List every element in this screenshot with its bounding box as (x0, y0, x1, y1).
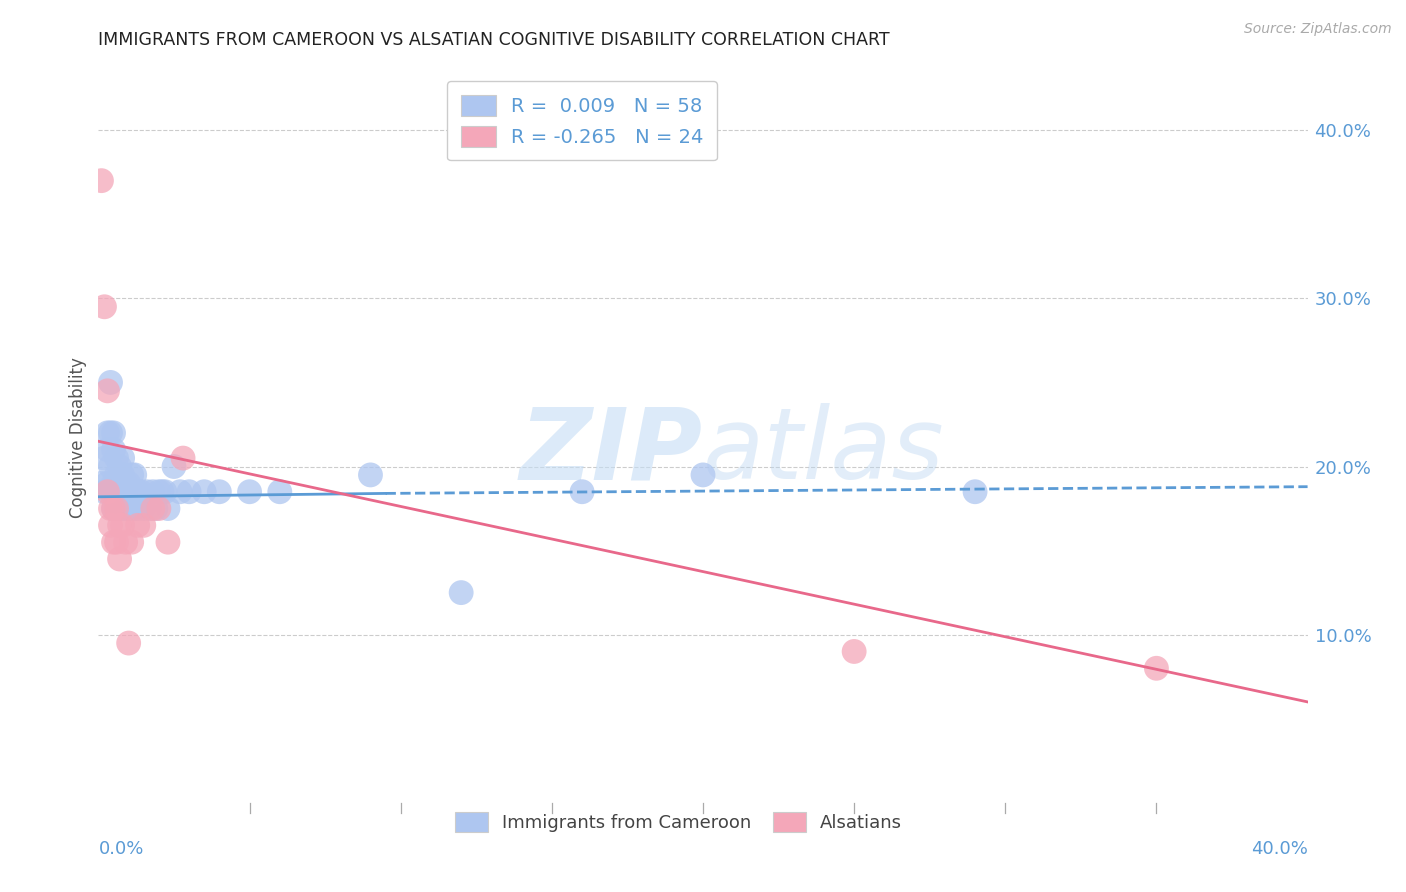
Point (148, 501, 170, 516)
Point (114, 484, 136, 499)
Point (93, 300, 115, 314)
Point (1144, 661, 1167, 675)
Point (96, 476, 118, 491)
Point (239, 484, 262, 499)
Point (103, 535, 125, 549)
Point (844, 644, 866, 658)
Point (193, 484, 215, 499)
Point (111, 467, 134, 482)
Point (108, 501, 131, 516)
Point (132, 501, 155, 516)
Point (179, 484, 201, 499)
Point (118, 501, 141, 516)
Point (121, 467, 143, 482)
Point (111, 501, 134, 516)
Point (114, 501, 136, 516)
Point (169, 484, 191, 499)
Point (103, 484, 125, 499)
Point (96, 442, 118, 457)
Point (105, 501, 128, 516)
Point (163, 459, 186, 474)
Point (96, 425, 118, 440)
Point (127, 518, 149, 533)
Text: 40.0%: 40.0% (1251, 839, 1308, 858)
Text: ZIP: ZIP (520, 403, 703, 500)
Point (93, 451, 115, 466)
Point (103, 476, 125, 491)
Point (93, 484, 115, 499)
Text: atlas: atlas (703, 403, 945, 500)
Point (108, 518, 131, 533)
Point (360, 467, 382, 482)
Point (105, 535, 128, 549)
Point (111, 518, 134, 533)
Point (103, 501, 125, 516)
Point (90, 174, 112, 188)
Point (269, 484, 291, 499)
Point (100, 425, 122, 440)
Point (150, 484, 173, 499)
Point (692, 467, 714, 482)
Point (105, 467, 128, 482)
Point (153, 484, 176, 499)
Point (118, 636, 141, 650)
Point (172, 451, 194, 466)
Y-axis label: Cognitive Disability: Cognitive Disability (69, 357, 87, 517)
Point (121, 501, 143, 516)
Point (127, 501, 149, 516)
Point (129, 484, 152, 499)
Point (145, 501, 167, 516)
Point (103, 442, 125, 457)
Point (96, 384, 118, 398)
Point (127, 484, 149, 499)
Point (148, 484, 170, 499)
Point (114, 535, 136, 549)
Text: Source: ZipAtlas.com: Source: ZipAtlas.com (1244, 22, 1392, 37)
Point (108, 552, 131, 566)
Point (142, 501, 165, 516)
Point (142, 484, 165, 499)
Point (135, 484, 157, 499)
Point (450, 585, 472, 599)
Point (156, 535, 179, 549)
Point (90, 476, 112, 491)
Point (96, 484, 118, 499)
Point (100, 459, 122, 474)
Point (124, 467, 146, 482)
Point (103, 425, 125, 440)
Point (105, 501, 128, 516)
Point (208, 484, 231, 499)
Point (100, 501, 122, 516)
Point (156, 501, 179, 516)
Point (121, 535, 143, 549)
Point (132, 518, 155, 533)
Point (139, 501, 162, 516)
Text: 0.0%: 0.0% (98, 839, 143, 858)
Legend: Immigrants from Cameroon, Alsatians: Immigrants from Cameroon, Alsatians (446, 804, 911, 841)
Point (571, 484, 593, 499)
Text: IMMIGRANTS FROM CAMEROON VS ALSATIAN COGNITIVE DISABILITY CORRELATION CHART: IMMIGRANTS FROM CAMEROON VS ALSATIAN COG… (98, 31, 890, 49)
Point (108, 459, 131, 474)
Point (103, 501, 125, 516)
Point (118, 476, 141, 491)
Point (108, 467, 131, 482)
Point (111, 451, 134, 466)
Point (100, 484, 122, 499)
Point (105, 484, 128, 499)
Point (100, 518, 122, 533)
Point (965, 484, 987, 499)
Point (114, 476, 136, 491)
Point (100, 376, 122, 390)
Point (124, 501, 146, 516)
Point (105, 451, 128, 466)
